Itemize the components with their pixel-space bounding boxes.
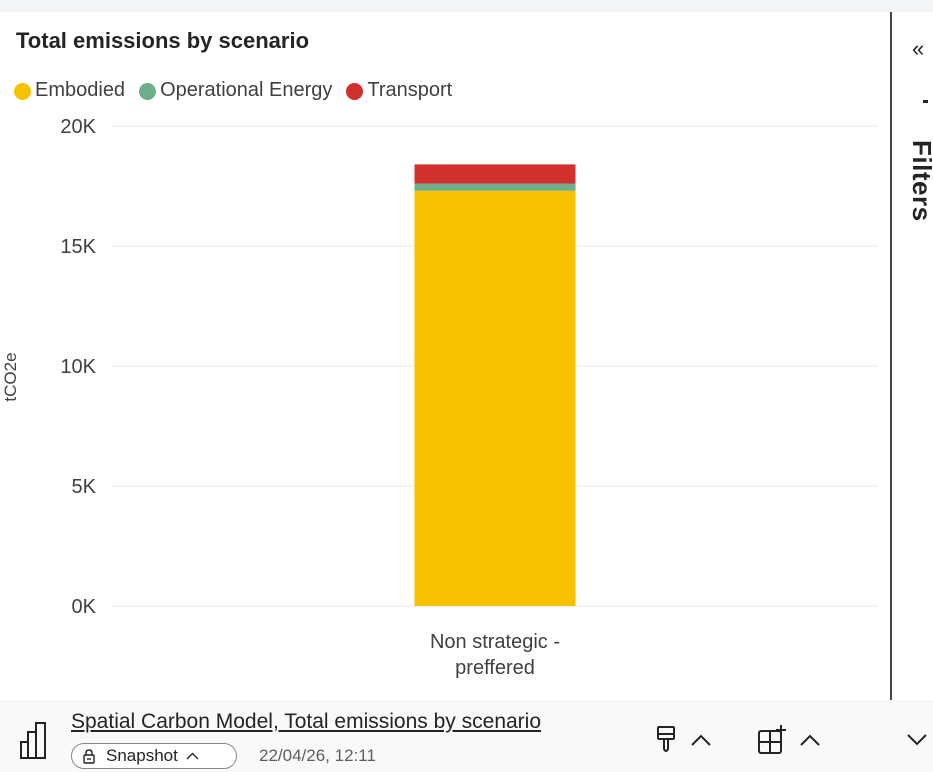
legend-label-embodied: Embodied	[35, 79, 126, 101]
y-tick-label: 0K	[72, 596, 97, 618]
lock-icon	[83, 749, 95, 764]
chevron-up-icon	[186, 752, 199, 760]
snapshot-label: Snapshot	[106, 746, 178, 765]
legend-label-transport: Transport	[367, 79, 453, 101]
chevron-up-icon	[800, 734, 820, 746]
snapshot-timestamp: 22/04/26, 12:11	[259, 746, 376, 765]
chart-plot-area[interactable]: 0K 5K 10K 15K 20K Non strategic - preffered	[0, 0, 890, 700]
filters-pane[interactable]	[892, 12, 933, 700]
bar-segment[interactable]	[414, 190, 576, 607]
chart-title: Total emissions by scenario	[16, 28, 310, 53]
report-link[interactable]: Spatial Carbon Model, Total emissions by…	[71, 710, 542, 733]
chevron-down-icon[interactable]	[906, 733, 928, 747]
legend-item-embodied[interactable]: Embodied	[14, 79, 125, 102]
y-axis-title: tCO2e	[1, 352, 20, 402]
top-strip	[0, 0, 933, 12]
insert-visual-icon	[758, 725, 786, 754]
report-icon	[20, 722, 46, 759]
filters-pane-label[interactable]: Filters	[907, 140, 933, 222]
x-tick-label: Non strategic -	[430, 631, 560, 653]
filter-funnel-icon	[923, 100, 928, 103]
legend-label-operational-energy: Operational Energy	[160, 79, 333, 101]
format-visual-button[interactable]	[654, 722, 712, 758]
legend-marker-embodied	[14, 83, 31, 100]
double-chevron-left-icon[interactable]: «	[912, 36, 925, 61]
chevron-up-icon	[691, 734, 711, 746]
legend-item-operational-energy[interactable]: Operational Energy	[139, 79, 332, 102]
legend-marker-operational-energy	[139, 83, 157, 100]
bar-segment[interactable]	[414, 164, 576, 184]
bar-segment[interactable]	[414, 183, 576, 191]
y-tick-label: 10K	[60, 356, 96, 378]
chart-legend: Embodied Operational Energy Transport	[14, 79, 466, 102]
y-tick-label: 15K	[60, 236, 96, 258]
y-tick-label: 20K	[60, 116, 96, 138]
snapshot-button[interactable]: Snapshot	[71, 743, 237, 769]
y-tick-label: 5K	[72, 476, 97, 498]
x-tick-label: preffered	[455, 657, 535, 679]
format-paint-icon	[657, 726, 675, 752]
legend-item-transport[interactable]: Transport	[346, 79, 452, 102]
insert-visual-button[interactable]	[757, 722, 821, 758]
pane-divider[interactable]	[890, 12, 892, 700]
legend-marker-transport	[346, 83, 364, 100]
